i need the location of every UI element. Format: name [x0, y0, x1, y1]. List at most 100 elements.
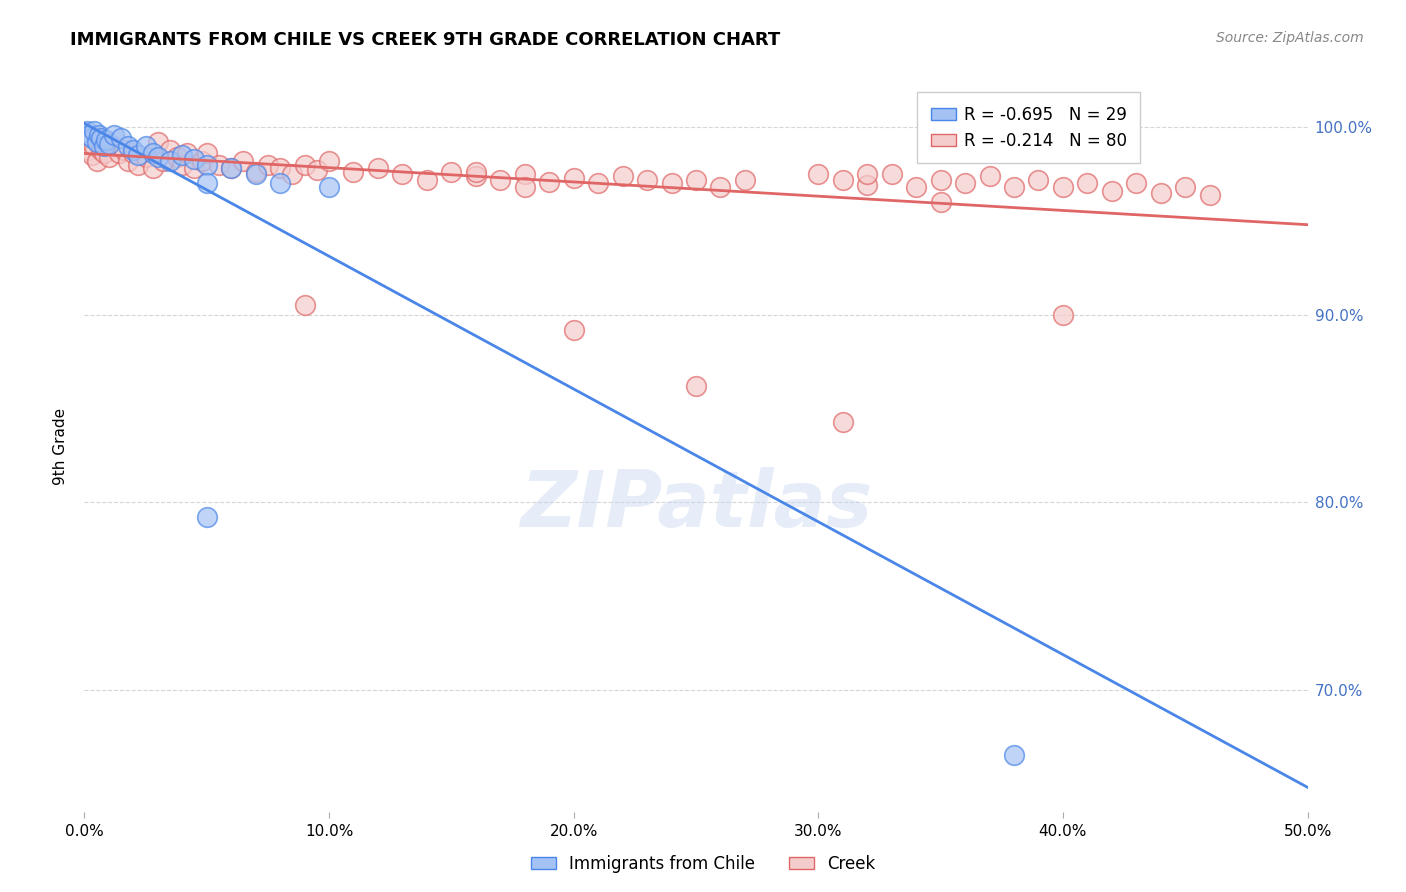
Point	[856, 178, 879, 193]
Point	[294, 158, 316, 172]
Point	[146, 150, 169, 164]
Point	[146, 135, 169, 149]
Point	[117, 139, 139, 153]
Legend: R = -0.695   N = 29, R = -0.214   N = 80: R = -0.695 N = 29, R = -0.214 N = 80	[917, 92, 1140, 163]
Point	[135, 150, 157, 164]
Point	[127, 158, 149, 172]
Point	[219, 161, 242, 176]
Point	[880, 167, 903, 181]
Point	[1002, 180, 1025, 194]
Point	[416, 172, 439, 186]
Point	[97, 150, 120, 164]
Point	[208, 158, 231, 172]
Point	[562, 323, 585, 337]
Point	[1198, 187, 1220, 202]
Point	[191, 153, 214, 168]
Point	[195, 158, 218, 172]
Point	[127, 148, 149, 162]
Point	[76, 135, 98, 149]
Point	[1002, 748, 1025, 763]
Point	[905, 180, 928, 194]
Point	[122, 146, 145, 161]
Point	[318, 180, 340, 194]
Point	[195, 146, 218, 161]
Point	[97, 136, 120, 151]
Point	[367, 161, 389, 176]
Point	[1174, 180, 1197, 194]
Point	[183, 152, 205, 166]
Point	[1076, 177, 1098, 191]
Point	[929, 195, 952, 210]
Legend: Immigrants from Chile, Creek: Immigrants from Chile, Creek	[524, 848, 882, 880]
Point	[122, 143, 145, 157]
Point	[489, 172, 512, 186]
Point	[1052, 180, 1074, 194]
Point	[90, 131, 112, 145]
Point	[440, 165, 463, 179]
Point	[103, 128, 125, 142]
Point	[135, 139, 157, 153]
Point	[1028, 172, 1050, 186]
Point	[93, 146, 115, 161]
Point	[80, 148, 103, 162]
Point	[90, 143, 112, 157]
Point	[183, 161, 205, 176]
Point	[77, 128, 100, 142]
Point	[232, 153, 254, 168]
Point	[86, 153, 108, 168]
Point	[87, 128, 110, 142]
Point	[953, 177, 976, 191]
Point	[856, 167, 879, 181]
Point	[107, 146, 129, 161]
Point	[112, 143, 135, 157]
Point	[342, 165, 364, 179]
Point	[685, 172, 707, 186]
Point	[636, 172, 658, 186]
Point	[245, 167, 267, 181]
Point	[80, 131, 103, 145]
Point	[142, 146, 165, 161]
Point	[538, 175, 561, 189]
Text: ZIPatlas: ZIPatlas	[520, 467, 872, 542]
Point	[807, 167, 830, 181]
Point	[257, 158, 280, 172]
Point	[586, 177, 609, 191]
Point	[612, 169, 634, 183]
Point	[294, 298, 316, 312]
Point	[464, 169, 486, 183]
Point	[152, 153, 174, 168]
Point	[831, 415, 853, 429]
Text: Source: ZipAtlas.com: Source: ZipAtlas.com	[1216, 31, 1364, 45]
Point	[831, 172, 853, 186]
Point	[318, 153, 340, 168]
Point	[96, 133, 118, 147]
Point	[734, 172, 756, 186]
Point	[96, 135, 118, 149]
Point	[513, 167, 536, 181]
Y-axis label: 9th Grade: 9th Grade	[53, 408, 69, 484]
Point	[305, 163, 328, 178]
Point	[76, 124, 98, 138]
Point	[166, 150, 188, 164]
Point	[562, 170, 585, 185]
Point	[1052, 308, 1074, 322]
Point	[87, 131, 110, 145]
Point	[117, 153, 139, 168]
Point	[110, 131, 132, 145]
Point	[83, 124, 105, 138]
Point	[979, 169, 1001, 183]
Point	[245, 165, 267, 179]
Point	[172, 158, 194, 172]
Point	[1101, 184, 1123, 198]
Point	[929, 172, 952, 186]
Point	[103, 139, 125, 153]
Point	[77, 143, 100, 157]
Point	[176, 146, 198, 161]
Point	[513, 180, 536, 194]
Text: IMMIGRANTS FROM CHILE VS CREEK 9TH GRADE CORRELATION CHART: IMMIGRANTS FROM CHILE VS CREEK 9TH GRADE…	[70, 31, 780, 49]
Point	[709, 180, 731, 194]
Point	[685, 379, 707, 393]
Point	[172, 148, 194, 162]
Point	[86, 135, 108, 149]
Point	[269, 161, 291, 176]
